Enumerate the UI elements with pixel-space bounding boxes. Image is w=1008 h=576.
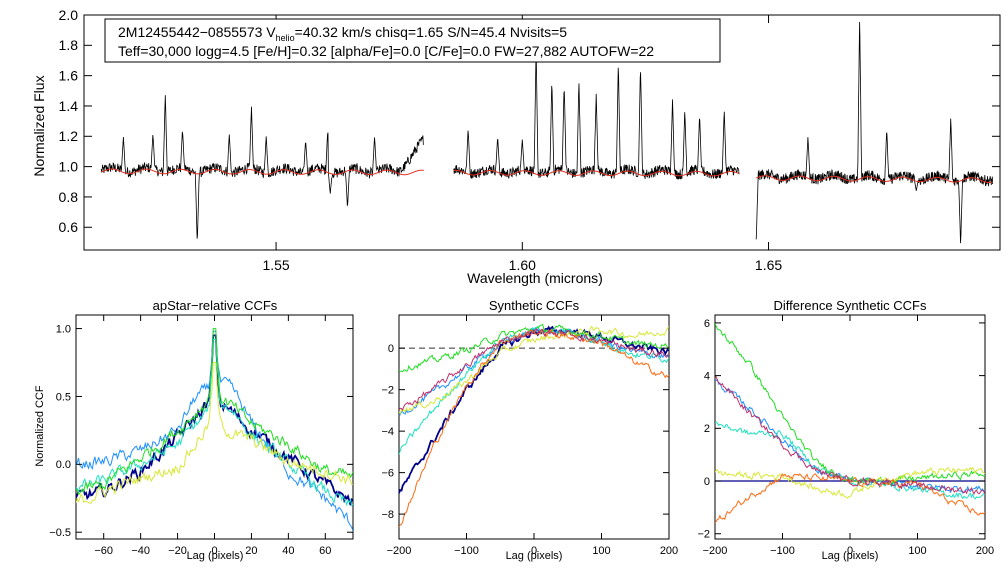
x-tick-label-1-4: 20 xyxy=(245,545,257,557)
y-tick-label-0-3: 1.2 xyxy=(59,128,79,144)
difference-ccf-title: Difference Synthetic CCFs xyxy=(774,298,927,313)
x-tick-label-3-4: 200 xyxy=(976,545,994,557)
apstar-ccf-plot-frame xyxy=(75,314,354,540)
y-tick-label-3-2: 2 xyxy=(704,423,710,435)
model-spectrum-chip-2 xyxy=(453,169,740,177)
y-tick-label-2-0: −8 xyxy=(381,509,394,521)
annotation-line-1-suffix: =40.32 km/s chisq=1.65 S/N=45.4 Nvisits=… xyxy=(295,24,568,40)
spectrum-axes: 1.55 1.60 1.65 0.6 0.8 1.0 1.2 1.4 1.6 1.8 2.0 xyxy=(59,7,1000,273)
synthetic-ccf-x-axis-label: Lag (pixels) xyxy=(506,550,563,562)
y-tick-label-1-2: 0.5 xyxy=(56,391,71,403)
ccf-series-2-visit-5 xyxy=(399,325,669,415)
y-tick-label-2-3: −2 xyxy=(381,385,394,397)
model-spectrum-chip-1 xyxy=(101,168,424,176)
difference-ccf-panel: −200 −100 0 100 200 −2 0 2 4 6 Difference Synthet… xyxy=(697,298,994,562)
x-tick-label-0-1: 1.60 xyxy=(509,257,536,273)
y-tick-label-0-7: 2.0 xyxy=(59,7,79,23)
x-tick-label-3-3: 100 xyxy=(908,545,926,557)
spectrum-series-group xyxy=(100,21,993,244)
ccf-series-2-visit-7 xyxy=(399,328,669,411)
apstar-ccf-title: apStar−relative CCFs xyxy=(153,298,278,313)
model-spectrum-chip-3 xyxy=(756,175,993,183)
annotation-line-2: Teff=30,000 logg=4.5 [Fe/H]=0.32 [alpha/… xyxy=(118,43,654,59)
annotation-vhelio-subscript: helio xyxy=(276,33,295,43)
spectrum-x-axis-label: Wavelength (microns) xyxy=(467,270,603,286)
x-tick-label-1-2: −20 xyxy=(168,545,187,557)
ccf-series-1-visit-3 xyxy=(76,338,353,507)
apstar-ccf-x-axis-label: Lag (pixels) xyxy=(187,550,244,562)
x-tick-label-0-2: 1.65 xyxy=(755,257,782,273)
y-tick-label-1-0: −0.5 xyxy=(49,527,71,539)
annotation-line-1: 2M12455442−0855573 Vhelio=40.32 km/s chi… xyxy=(118,24,567,43)
synthetic-ccf-title: Synthetic CCFs xyxy=(489,298,580,313)
synthetic-ccf-axes: −200 −100 0 100 200 −8 −6 −4 −2 0 xyxy=(381,315,678,557)
y-tick-label-0-0: 0.6 xyxy=(59,219,79,235)
y-tick-label-0-2: 1.0 xyxy=(59,159,79,175)
apstar-ccf-panel: −60 −40 −20 0 20 40 60 −0.5 0.0 0.5 1.0 apStar−rel… xyxy=(34,298,354,562)
ccf-series-2-visit-3 xyxy=(399,325,669,455)
ccf-series-3-visit-6 xyxy=(715,473,985,523)
ccf-series-3-visit-5 xyxy=(715,466,985,499)
spectrum-y-axis-label: Normalized Flux xyxy=(31,75,47,176)
ccf-series-2-visit-1 xyxy=(399,325,669,494)
x-tick-label-2-0: −200 xyxy=(387,545,412,557)
ccf-series-1-visit-2 xyxy=(76,330,353,532)
x-tick-label-1-6: 60 xyxy=(319,545,331,557)
difference-ccf-series-group xyxy=(715,323,985,523)
x-tick-label-0-0: 1.55 xyxy=(262,257,289,273)
apstar-ccf-axes: −60 −40 −20 0 20 40 60 −0.5 0.0 0.5 1.0 xyxy=(49,315,353,557)
y-tick-label-1-1: 0.0 xyxy=(56,459,71,471)
x-tick-label-1-0: −60 xyxy=(94,545,113,557)
x-tick-label-1-3: 0 xyxy=(211,545,217,557)
y-tick-label-0-6: 1.8 xyxy=(59,37,79,53)
ccf-series-3-visit-4 xyxy=(715,323,985,487)
x-tick-label-3-1: −100 xyxy=(770,545,795,557)
x-tick-label-2-2: 0 xyxy=(531,545,537,557)
apstar-ccf-series-group xyxy=(76,328,353,532)
y-tick-label-3-3: 4 xyxy=(704,370,710,382)
spectrum-panel: 1.55 1.60 1.65 0.6 0.8 1.0 1.2 1.4 1.6 1.8 2.0 2M1… xyxy=(31,7,1001,286)
x-tick-label-2-4: 200 xyxy=(660,545,678,557)
x-tick-label-3-0: −200 xyxy=(703,545,728,557)
y-tick-label-2-4: 0 xyxy=(388,343,394,355)
y-tick-label-3-4: 6 xyxy=(704,318,710,330)
x-tick-label-1-5: 40 xyxy=(282,545,294,557)
synthetic-ccf-series-group xyxy=(399,323,669,528)
y-tick-label-3-1: 0 xyxy=(704,476,710,488)
ccf-series-1-visit-5 xyxy=(76,362,353,504)
observed-spectrum-chip-3 xyxy=(755,21,993,244)
ccf-series-1-visit-4 xyxy=(76,328,353,496)
x-tick-label-3-2: 0 xyxy=(847,545,853,557)
y-tick-label-2-2: −4 xyxy=(381,426,394,438)
y-tick-label-2-1: −6 xyxy=(381,467,394,479)
ccf-series-1-visit-1 xyxy=(76,334,353,506)
y-tick-label-0-5: 1.6 xyxy=(59,68,79,84)
difference-ccf-x-axis-label: Lag (pixels) xyxy=(822,550,879,562)
y-tick-label-0-1: 0.8 xyxy=(59,189,79,205)
y-tick-label-0-4: 1.4 xyxy=(59,98,79,114)
observed-spectrum-chip-1 xyxy=(100,95,425,239)
difference-ccf-plot-frame xyxy=(714,314,986,540)
synthetic-ccf-panel: −200 −100 0 100 200−8−6−4−20 Synthetic CCFs … xyxy=(381,298,678,562)
difference-ccf-axes: −200 −100 0 100 200 −2 0 2 4 6 xyxy=(697,315,994,557)
observed-spectrum-chip-2 xyxy=(453,51,740,180)
spectrum-annotation-box xyxy=(104,18,721,63)
apstar-ccf-y-axis-label: Normalized CCF xyxy=(34,385,46,467)
annotation-line-1-prefix: 2M12455442−0855573 V xyxy=(118,24,276,40)
x-tick-label-2-3: 100 xyxy=(592,545,610,557)
spectrum-plot-frame xyxy=(83,14,1001,251)
y-tick-label-1-3: 1.0 xyxy=(56,323,71,335)
x-tick-label-1-1: −40 xyxy=(131,545,150,557)
y-tick-label-3-0: −2 xyxy=(697,529,710,541)
x-tick-label-2-1: −100 xyxy=(454,545,479,557)
ccf-series-3-visit-7 xyxy=(715,374,985,495)
